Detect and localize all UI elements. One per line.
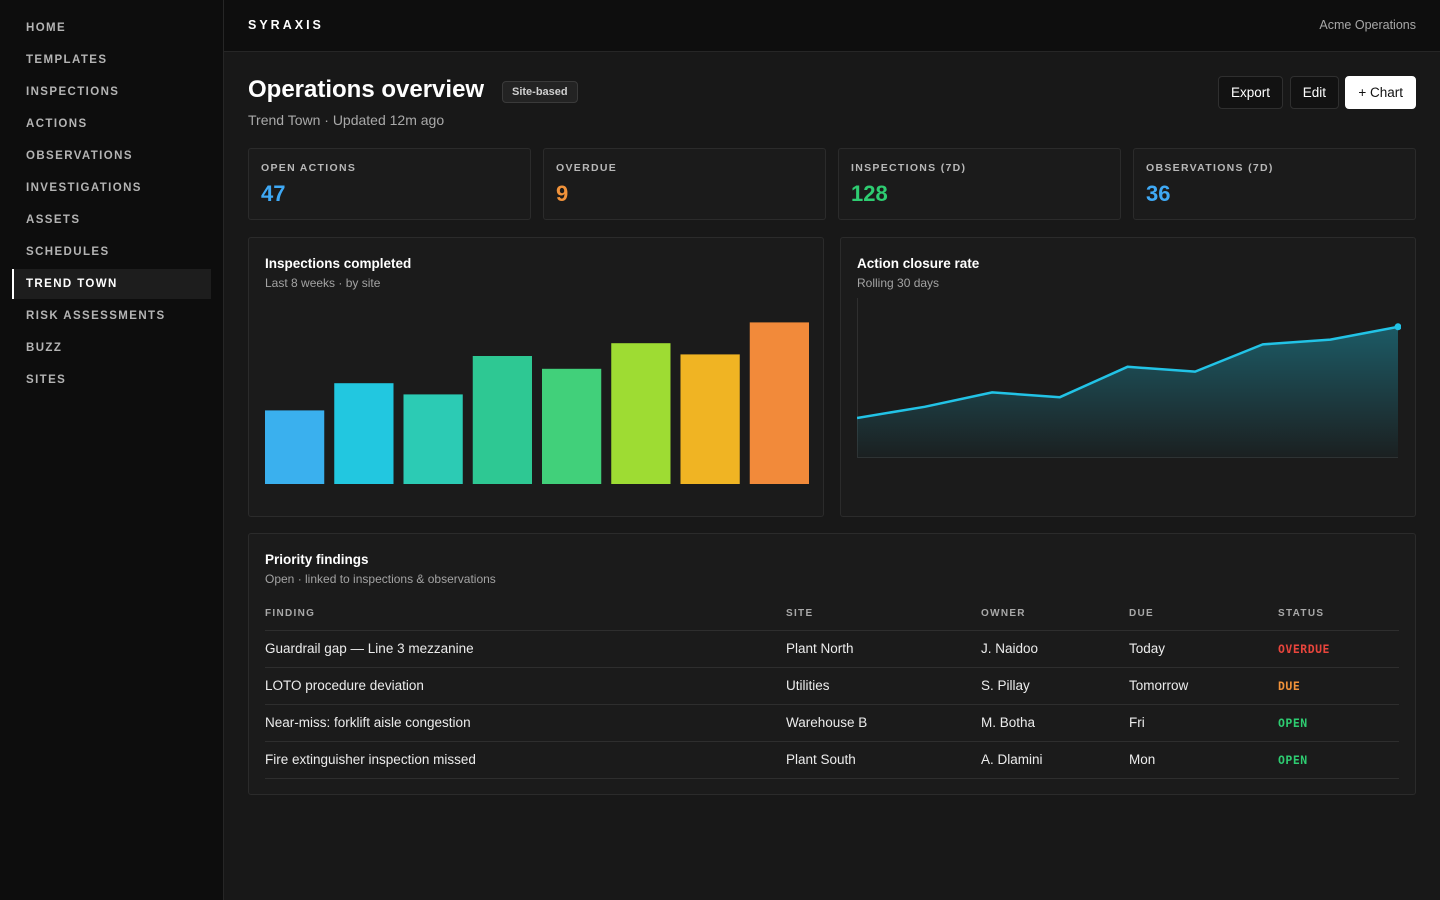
cell-due: Fri	[1129, 704, 1278, 742]
cell-owner: S. Pillay	[981, 667, 1129, 705]
sidebar-item-investigations[interactable]: INVESTIGATIONS	[26, 182, 142, 194]
kpi-label: OBSERVATIONS (7D)	[1146, 162, 1274, 174]
priority-findings-card: Priority findings Open · linked to inspe…	[248, 533, 1416, 795]
chart-subtitle: Last 8 weeks · by site	[265, 276, 381, 290]
column-header-site[interactable]: SITE	[786, 598, 981, 631]
cell-due: Mon	[1129, 741, 1278, 779]
cell-site: Utilities	[786, 667, 981, 705]
column-header-due[interactable]: DUE	[1129, 598, 1278, 631]
status-badge: OPEN	[1278, 741, 1399, 779]
chart-subtitle: Rolling 30 days	[857, 276, 940, 290]
status-badge: DUE	[1278, 667, 1399, 705]
kpi-row: OPEN ACTIONS 47 OVERDUE 9 INSPECTIONS (7…	[248, 148, 1416, 220]
top-bar: SYRAXIS Acme Operations	[224, 0, 1440, 52]
column-header-owner[interactable]: OWNER	[981, 598, 1129, 631]
cell-owner: M. Botha	[981, 704, 1129, 742]
bar-6[interactable]	[611, 343, 671, 484]
kpi-value: 9	[556, 181, 569, 206]
kpi-card-inspections-7d[interactable]: INSPECTIONS (7D) 128	[838, 148, 1121, 220]
bar-5[interactable]	[542, 368, 602, 484]
status-badge: OPEN	[1278, 704, 1399, 742]
cell-site: Plant North	[786, 630, 981, 668]
status-badge: OVERDUE	[1278, 630, 1399, 668]
cell-due: Tomorrow	[1129, 667, 1278, 705]
cell-finding: Guardrail gap — Line 3 mezzanine	[265, 630, 786, 668]
cell-finding: LOTO procedure deviation	[265, 667, 786, 705]
table-row[interactable]: Guardrail gap — Line 3 mezzanine Plant N…	[265, 630, 1399, 668]
brand-logo[interactable]: SYRAXIS	[248, 18, 324, 32]
bar-8[interactable]	[749, 322, 809, 484]
sidebar-item-buzz[interactable]: BUZZ	[26, 342, 63, 354]
sidebar-item-inspections[interactable]: INSPECTIONS	[26, 86, 120, 98]
sidebar-item-templates[interactable]: TEMPLATES	[26, 54, 108, 66]
bar-7[interactable]	[680, 354, 740, 484]
sidebar-item-schedules[interactable]: SCHEDULES	[26, 246, 110, 258]
add-chart-button[interactable]: + Chart	[1345, 76, 1416, 109]
table-row[interactable]: LOTO procedure deviation Utilities S. Pi…	[265, 667, 1399, 705]
kpi-label: INSPECTIONS (7D)	[851, 162, 967, 174]
bar-3[interactable]	[403, 394, 463, 484]
findings-title: Priority findings	[265, 552, 369, 567]
table-header-row: FINDING SITE OWNER DUE STATUS	[265, 598, 1399, 631]
sidebar-item-sites[interactable]: SITES	[26, 374, 67, 386]
sidebar: HOME TEMPLATES INSPECTIONS ACTIONS OBSER…	[0, 0, 224, 900]
edit-button[interactable]: Edit	[1289, 76, 1339, 109]
action-closure-rate-card: Action closure rate Rolling 30 days	[840, 237, 1416, 517]
bar-1[interactable]	[265, 410, 325, 484]
cell-owner: A. Dlamini	[981, 741, 1129, 779]
organization-switcher[interactable]: Acme Operations	[1319, 18, 1416, 32]
sidebar-item-assets[interactable]: ASSETS	[26, 214, 81, 226]
kpi-card-open-actions[interactable]: OPEN ACTIONS 47	[248, 148, 531, 220]
cell-finding: Fire extinguisher inspection missed	[265, 741, 786, 779]
area-fill	[857, 326, 1398, 458]
kpi-value: 36	[1146, 181, 1171, 206]
bar-chart	[265, 322, 809, 484]
kpi-card-overdue[interactable]: OVERDUE 9	[543, 148, 826, 220]
findings-subtitle: Open · linked to inspections & observati…	[265, 572, 496, 586]
bar-2[interactable]	[334, 383, 394, 484]
kpi-label: OPEN ACTIONS	[261, 162, 357, 174]
last-point[interactable]	[1394, 323, 1402, 331]
table-row[interactable]: Near-miss: forklift aisle congestion War…	[265, 704, 1399, 742]
cell-owner: J. Naidoo	[981, 630, 1129, 668]
cell-finding: Near-miss: forklift aisle congestion	[265, 704, 786, 742]
page-title: Operations overview	[248, 76, 485, 103]
table-row[interactable]: Fire extinguisher inspection missed Plan…	[265, 741, 1399, 779]
kpi-card-observations-7d[interactable]: OBSERVATIONS (7D) 36	[1133, 148, 1416, 220]
cell-site: Warehouse B	[786, 704, 981, 742]
page-subtitle: Trend Town · Updated 12m ago	[248, 112, 445, 128]
column-header-finding[interactable]: FINDING	[265, 598, 786, 631]
sidebar-item-trend-town[interactable]: TREND TOWN	[12, 269, 211, 299]
sidebar-item-observations[interactable]: OBSERVATIONS	[26, 150, 133, 162]
kpi-value: 128	[851, 181, 888, 206]
sidebar-item-risk-assessments[interactable]: RISK ASSESSMENTS	[26, 310, 166, 322]
findings-table: FINDING SITE OWNER DUE STATUS Guardrail …	[265, 598, 1399, 779]
kpi-label: OVERDUE	[556, 162, 618, 174]
inspections-completed-card: Inspections completed Last 8 weeks · by …	[248, 237, 824, 517]
series-line[interactable]	[857, 325, 1399, 420]
chart-title: Inspections completed	[265, 256, 412, 271]
column-header-status[interactable]: STATUS	[1278, 598, 1399, 631]
sidebar-item-home[interactable]: HOME	[26, 22, 67, 34]
export-button[interactable]: Export	[1217, 76, 1283, 109]
area-chart	[857, 298, 1402, 458]
sidebar-item-actions[interactable]: ACTIONS	[26, 118, 88, 130]
bar-4[interactable]	[472, 356, 532, 484]
cell-due: Today	[1129, 630, 1278, 668]
cell-site: Plant South	[786, 741, 981, 779]
scope-badge: Site-based	[502, 81, 578, 103]
chart-title: Action closure rate	[857, 256, 980, 271]
kpi-value: 47	[261, 181, 286, 206]
